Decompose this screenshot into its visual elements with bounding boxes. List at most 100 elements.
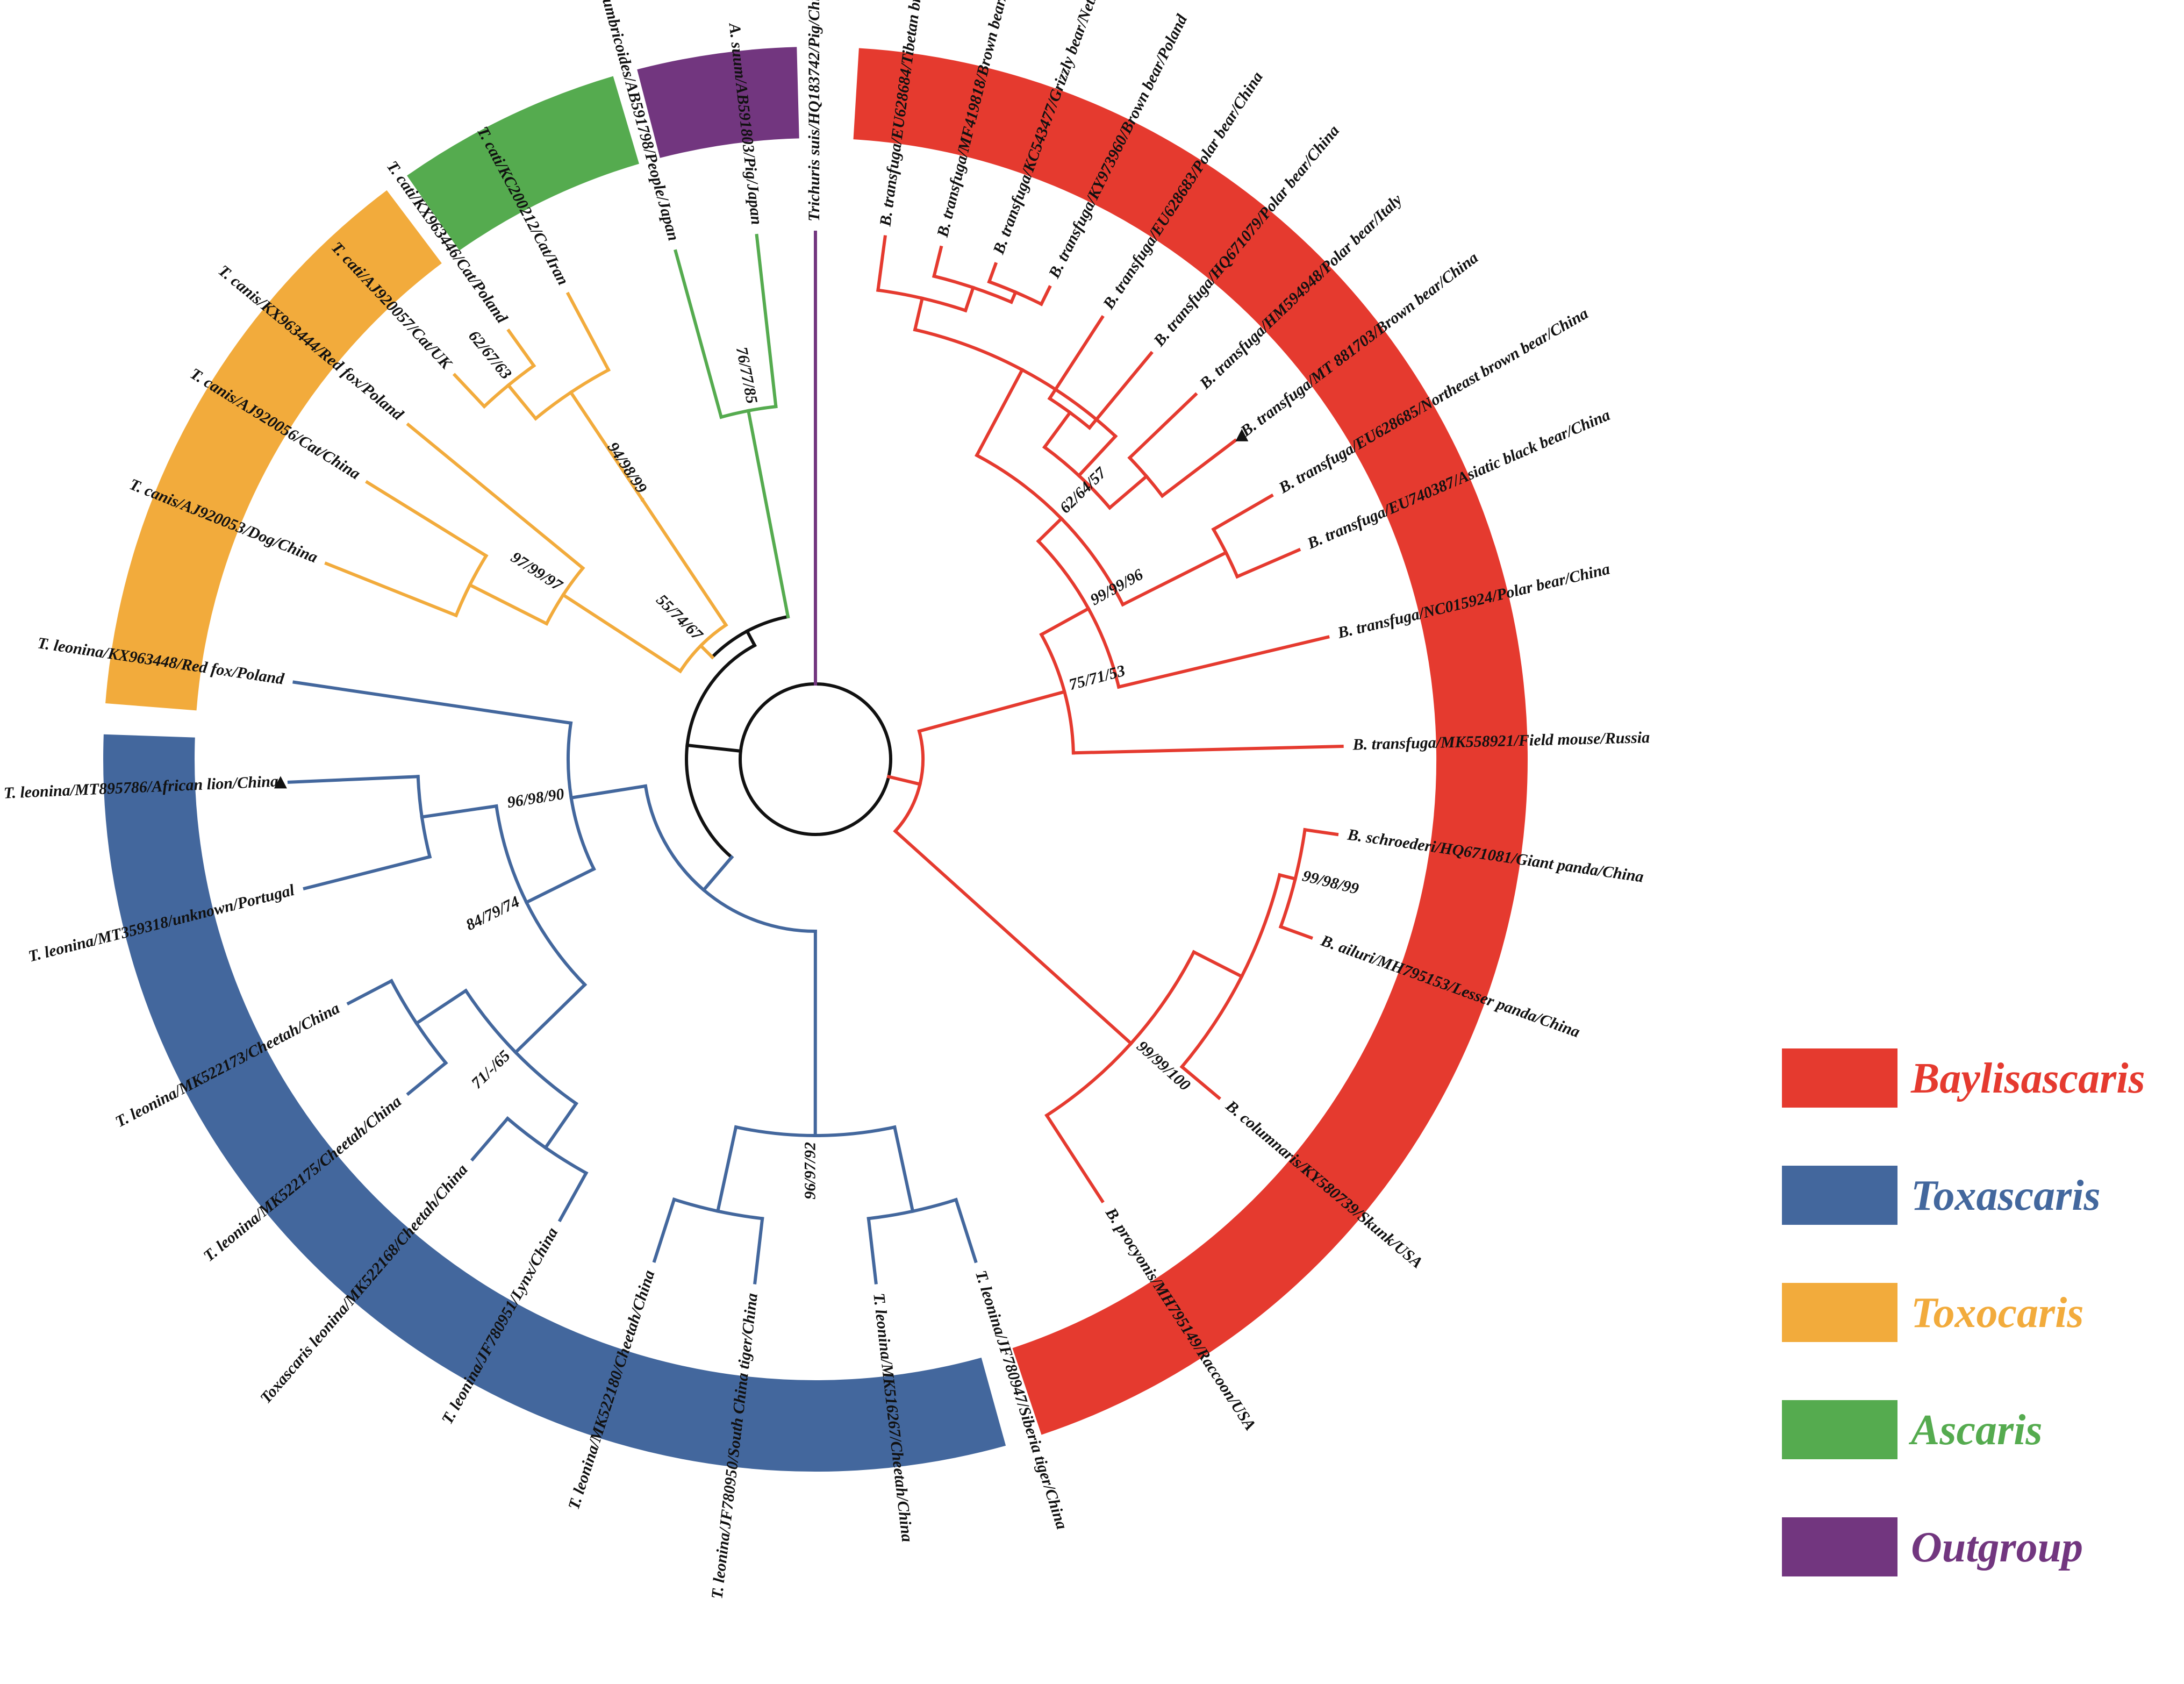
- branch-radial-3: [917, 689, 1066, 733]
- branch-radial-100: [746, 409, 790, 619]
- branch-arc-15: [932, 274, 1014, 304]
- branch-radial-56: [867, 1216, 878, 1285]
- branch-arc-24: [1047, 396, 1092, 430]
- branch-radial-47: [685, 743, 743, 753]
- branch-radial-43: [1303, 827, 1339, 837]
- branch-arc-96: [482, 363, 536, 409]
- ring-segment-ascaris: [407, 76, 640, 251]
- branch-radial-84: [561, 593, 683, 674]
- tree-branches: [287, 231, 1344, 1285]
- leaf-label: Trichuris suis/HQ183742/Pig/China: [805, 0, 823, 222]
- branch-radial-21: [1076, 434, 1118, 478]
- bootstrap-value: 99/99/96: [1087, 566, 1146, 609]
- branch-arc-12: [876, 288, 968, 313]
- root-circle: [739, 682, 892, 836]
- branch-radial-41: [1277, 873, 1298, 881]
- triangle-marker-icon: [1235, 429, 1249, 441]
- branch-arc-81: [710, 615, 790, 660]
- branch-radial-49: [701, 855, 734, 893]
- branch-radial-19: [987, 262, 998, 284]
- legend-label-outgroup: Outgroup: [1911, 1524, 2083, 1571]
- branch-radial-93: [568, 390, 645, 502]
- branch-radial-5: [1039, 606, 1091, 637]
- branch-radial-25: [1047, 315, 1105, 401]
- branch-radial-53: [892, 1125, 915, 1214]
- branch-arc-32: [1211, 527, 1240, 579]
- bootstrap-value: 94/98/99: [604, 439, 650, 496]
- branch-radial-1: [886, 774, 922, 787]
- branch-radial-9: [975, 367, 1025, 458]
- ring-segment-toxocaris: [105, 190, 442, 711]
- legend-swatch-ascaris: [1782, 1400, 1897, 1459]
- branch-radial-65: [513, 982, 588, 1055]
- branch-arc-101: [719, 404, 778, 419]
- branch-arc-6: [1036, 539, 1121, 689]
- branch-arc-10: [913, 327, 1118, 439]
- branch-arc-52: [734, 1125, 897, 1137]
- legend-swatch-baylisascaris: [1782, 1048, 1897, 1108]
- branch-arc-83: [678, 623, 728, 674]
- bootstrap-value: 84/79/74: [463, 893, 522, 934]
- legend-swatch-outgroup: [1782, 1517, 1897, 1576]
- branch-arc-38: [1044, 950, 1196, 1118]
- branch-radial-11: [913, 296, 925, 332]
- branch-arc-50: [643, 784, 817, 933]
- legend-label-baylisascaris: Baylisascaris: [1910, 1055, 2145, 1102]
- ring-segment-outgroup: [637, 47, 800, 158]
- bootstrap-labels: 62/64/5799/99/9675/71/5399/98/9999/99/10…: [463, 327, 1360, 1199]
- ring-segment-toxascaris: [103, 734, 1006, 1472]
- branch-arc-8: [975, 453, 1125, 607]
- branch-radial-29: [1127, 392, 1198, 460]
- bootstrap-value: 96/97/92: [801, 1142, 819, 1200]
- legend-swatch-toxascaris: [1782, 1166, 1897, 1225]
- branch-radial-45: [1179, 1064, 1221, 1101]
- branch-radial-16: [932, 245, 943, 279]
- branch-radial-61: [569, 784, 648, 800]
- branch-radial-14: [963, 286, 976, 313]
- branch-radial-79: [292, 680, 573, 725]
- branch-radial-13: [876, 235, 887, 292]
- branch-arc-87: [454, 553, 489, 618]
- legend-label-toxocaris: Toxocaris: [1911, 1289, 2084, 1337]
- bootstrap-value: 55/74/67: [653, 591, 706, 644]
- branch-radial-37: [893, 829, 1134, 1046]
- branch-arc-72: [389, 979, 448, 1066]
- branch-arc-42: [1278, 827, 1307, 929]
- branch-arc-40: [1179, 873, 1282, 1069]
- branch-arc-85: [544, 566, 585, 626]
- branch-radial-103: [755, 233, 778, 409]
- branch-arc-68: [505, 1116, 589, 1175]
- bootstrap-value: 96/98/90: [506, 785, 565, 811]
- branch-arc-62: [566, 721, 596, 872]
- branch-radial-57: [715, 1125, 738, 1214]
- branch-radial-26: [1087, 351, 1154, 430]
- legend-label-ascaris: Ascaris: [1908, 1407, 2043, 1454]
- branch-arc-58: [672, 1197, 764, 1221]
- leaf-labels: Trichuris suis/HQ183742/Pig/China B. tran…: [3, 0, 1650, 1600]
- legend-label-toxascaris: Toxascaris: [1911, 1172, 2101, 1219]
- branch-radial-74: [346, 979, 394, 1006]
- branch-radial-44: [1278, 924, 1313, 940]
- branch-radial-78: [287, 775, 420, 784]
- bootstrap-value: 99/98/99: [1301, 867, 1360, 898]
- branch-radial-82: [698, 643, 715, 660]
- branch-radial-75: [420, 804, 498, 819]
- branch-arc-22: [1042, 445, 1112, 510]
- branch-radial-31: [1120, 550, 1228, 607]
- branch-radial-20: [1039, 285, 1052, 306]
- branch-radial-46: [1044, 1113, 1105, 1204]
- branch-radial-77: [303, 854, 432, 891]
- legend-swatch-toxocaris: [1782, 1283, 1897, 1342]
- bootstrap-value: 75/71/53: [1067, 662, 1127, 694]
- triangle-marker-icon: [274, 776, 287, 789]
- branch-radial-23: [1042, 410, 1072, 449]
- branch-radial-63: [524, 867, 596, 905]
- branch-arc-54: [867, 1197, 958, 1221]
- bootstrap-value: 62/67/63: [465, 327, 515, 382]
- branch-arc-2: [893, 729, 925, 834]
- clade-ring: [103, 47, 1528, 1472]
- branch-radial-34: [1235, 547, 1301, 579]
- branch-radial-69: [557, 1171, 589, 1223]
- branch-radial-39: [1191, 950, 1244, 979]
